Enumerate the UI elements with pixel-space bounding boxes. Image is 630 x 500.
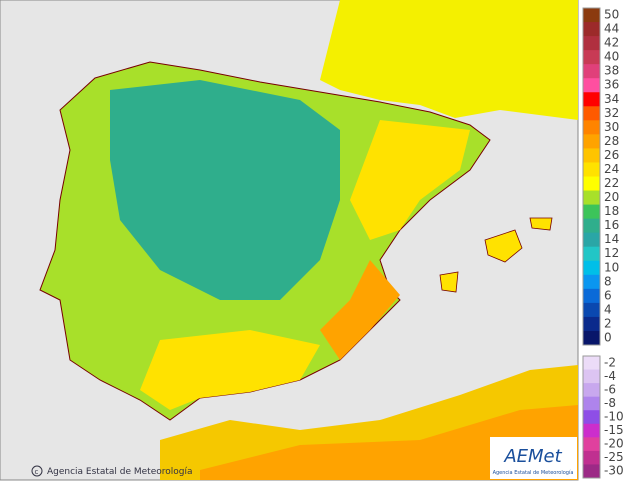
- legend-swatch: [583, 288, 600, 304]
- legend-swatch: [583, 162, 600, 177]
- legend-label: 20: [604, 190, 619, 204]
- legend-label: 40: [604, 50, 619, 64]
- legend-label: 12: [604, 246, 619, 260]
- france: [320, 0, 578, 120]
- legend-swatch: [583, 396, 600, 411]
- legend-swatch: [583, 64, 600, 79]
- legend-swatch: [583, 120, 600, 135]
- legend-swatch: [583, 148, 600, 163]
- legend-frame: [582, 355, 601, 479]
- legend-label: 22: [604, 176, 619, 190]
- legend-swatch: [583, 383, 600, 398]
- legend-label: 28: [604, 134, 619, 148]
- legend-label: -6: [604, 382, 616, 396]
- legend-swatch: [583, 464, 600, 479]
- menorca: [529, 217, 553, 231]
- legend-swatch: [583, 302, 600, 318]
- legend-label: -15: [604, 423, 624, 437]
- legend-label: 8: [604, 274, 612, 288]
- legend-swatch: [583, 50, 600, 65]
- legend-label: -20: [604, 437, 624, 451]
- legend-label: 26: [604, 148, 619, 162]
- legend-swatch: [583, 36, 600, 51]
- legend-swatch: [583, 437, 600, 452]
- mallorca: [484, 229, 523, 263]
- legend-swatch: [583, 8, 600, 23]
- legend-swatch: [583, 410, 600, 425]
- legend-swatch: [583, 134, 600, 149]
- legend-label: 38: [604, 64, 619, 78]
- legend-swatch: [583, 106, 600, 121]
- legend-label: 30: [604, 120, 619, 134]
- legend-label: 0: [604, 330, 612, 344]
- legend-label: 18: [604, 204, 619, 218]
- copyright-icon: [31, 465, 43, 477]
- legend-swatch: [583, 232, 600, 248]
- south-warm: [140, 330, 320, 410]
- legend-swatch: [583, 22, 600, 37]
- legend-label: 6: [604, 288, 612, 302]
- logo-box: [490, 437, 577, 479]
- logo-subtitle: Agencia Estatal de Meteorología: [493, 469, 574, 476]
- east-warm: [350, 120, 470, 240]
- logo: AEMet: [503, 446, 562, 467]
- legend-label: -30: [604, 464, 624, 478]
- legend-label: 14: [604, 232, 619, 246]
- legend-swatch: [583, 246, 600, 262]
- legend-swatch: [583, 204, 600, 220]
- legend-swatch: [583, 92, 600, 107]
- ibiza: [439, 271, 459, 293]
- legend-label: 32: [604, 106, 619, 120]
- legend-label: -4: [604, 369, 616, 383]
- legend-label: 24: [604, 162, 619, 176]
- legend-swatch: [583, 274, 600, 290]
- legend-swatch: [583, 330, 600, 346]
- legend-swatch: [583, 450, 600, 465]
- legend-label: 34: [604, 92, 619, 106]
- legend-swatch: [583, 190, 600, 206]
- legend-swatch: [583, 423, 600, 438]
- legend-label: 10: [604, 260, 619, 274]
- copyright-c: c: [35, 468, 39, 476]
- legend-label: 16: [604, 218, 619, 232]
- legend-label: 42: [604, 36, 619, 50]
- credit: c Agencia Estatal de Meteorología: [31, 465, 193, 477]
- legend-swatch: [583, 78, 600, 93]
- africa-hot: [200, 405, 578, 480]
- legend-label: 50: [604, 8, 619, 22]
- legend-swatch: [583, 218, 600, 234]
- legend-label: -10: [604, 410, 624, 424]
- legend-label: 44: [604, 22, 619, 36]
- legend-swatch: [583, 316, 600, 332]
- legend-label: -8: [604, 396, 616, 410]
- legend-swatch: [583, 176, 600, 192]
- legend-swatch: [583, 369, 600, 384]
- legend-swatch: [583, 260, 600, 276]
- southeast-hot: [320, 260, 400, 360]
- legend-frame: [582, 7, 601, 346]
- legend-label: 36: [604, 78, 619, 92]
- legend-label: 2: [604, 316, 612, 330]
- legend-swatch: [583, 356, 600, 371]
- legend-label: 4: [604, 302, 612, 316]
- interior-cool: [110, 80, 340, 300]
- legend-label: -25: [604, 450, 624, 464]
- credit-text: Agencia Estatal de Meteorología: [47, 467, 193, 477]
- legend-label: -2: [604, 355, 616, 369]
